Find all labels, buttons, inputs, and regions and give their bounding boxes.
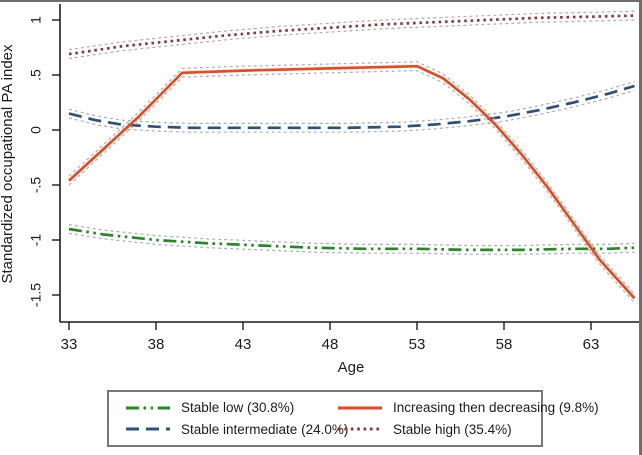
x-tick-label: 43 bbox=[235, 336, 252, 353]
legend-label-stable-high: Stable high (35.4%) bbox=[393, 421, 512, 437]
legend-label-stable-intermediate: Stable intermediate (24.0%) bbox=[181, 421, 349, 437]
legend-item-stable-high: Stable high (35.4%) bbox=[337, 422, 599, 437]
legend-swatch-stable-high bbox=[338, 427, 382, 431]
legend-swatch-stable-intermediate bbox=[126, 427, 170, 431]
legend-item-stable-low: Stable low (30.8%) bbox=[125, 400, 337, 415]
series-line-increasing-then-decreasing bbox=[68, 64, 636, 300]
series-line-stable-low bbox=[68, 227, 635, 252]
y-tick-label: .5 bbox=[28, 69, 44, 81]
y-tick-label: -1 bbox=[28, 234, 44, 247]
series-line-stable-high bbox=[68, 14, 635, 56]
x-tick-label: 58 bbox=[496, 336, 513, 353]
legend-swatch-stable-low bbox=[126, 406, 170, 410]
series-ci-stable-low-upper bbox=[68, 224, 635, 247]
x-tick-label: 53 bbox=[409, 336, 426, 353]
series-ci-stable-high-lower bbox=[68, 19, 635, 60]
series-ci-increasing-then-decreasing-upper bbox=[68, 61, 635, 295]
legend-item-stable-intermediate: Stable intermediate (24.0%) bbox=[125, 422, 348, 437]
y-axis-title: Standardized occupational PA index bbox=[0, 44, 16, 284]
y-tick-label: 0 bbox=[28, 126, 44, 134]
plot-area: 1 .5 0 -.5 -1 -1.5 33 38 43 48 53 58 63 Standardized … bbox=[0, 4, 639, 376]
legend: Stable low (30.8%) Increasing then decre… bbox=[107, 390, 599, 447]
series-ci-increasing-then-decreasing-lower bbox=[68, 69, 635, 304]
legend-label-increasing-then-decreasing: Increasing then decreasing (9.8%) bbox=[393, 400, 599, 416]
y-tick-label: -1.5 bbox=[28, 283, 44, 307]
y-tick-label: 1 bbox=[28, 16, 44, 24]
series-ci-stable-low-lower bbox=[68, 232, 635, 255]
legend-item-increasing-then-decreasing: Increasing then decreasing (9.8%) bbox=[337, 400, 599, 415]
x-tick-label: 63 bbox=[583, 336, 600, 353]
x-tick-label: 33 bbox=[61, 336, 78, 353]
y-tick-label: -.5 bbox=[28, 177, 44, 194]
legend-label-stable-low: Stable low (30.8%) bbox=[181, 400, 295, 416]
x-tick-label: 38 bbox=[148, 336, 165, 353]
x-axis-title: Age bbox=[338, 359, 365, 376]
legend-swatch-increasing-then-decreasing bbox=[338, 406, 382, 410]
series-line-stable-intermediate bbox=[68, 84, 635, 130]
series-ci-stable-high-upper bbox=[68, 10, 635, 51]
x-tick-label: 48 bbox=[322, 336, 339, 353]
